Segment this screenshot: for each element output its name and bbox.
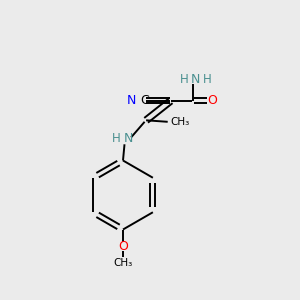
Text: N: N [126,94,136,107]
Text: N: N [191,73,200,86]
Text: H: H [112,132,121,146]
Text: C: C [140,94,149,107]
Text: CH₃: CH₃ [113,257,133,268]
Text: CH₃: CH₃ [170,117,189,127]
Text: O: O [118,239,128,253]
Text: H: H [202,73,211,86]
Text: H: H [180,73,189,86]
Text: O: O [208,94,217,107]
Text: N: N [123,132,133,146]
